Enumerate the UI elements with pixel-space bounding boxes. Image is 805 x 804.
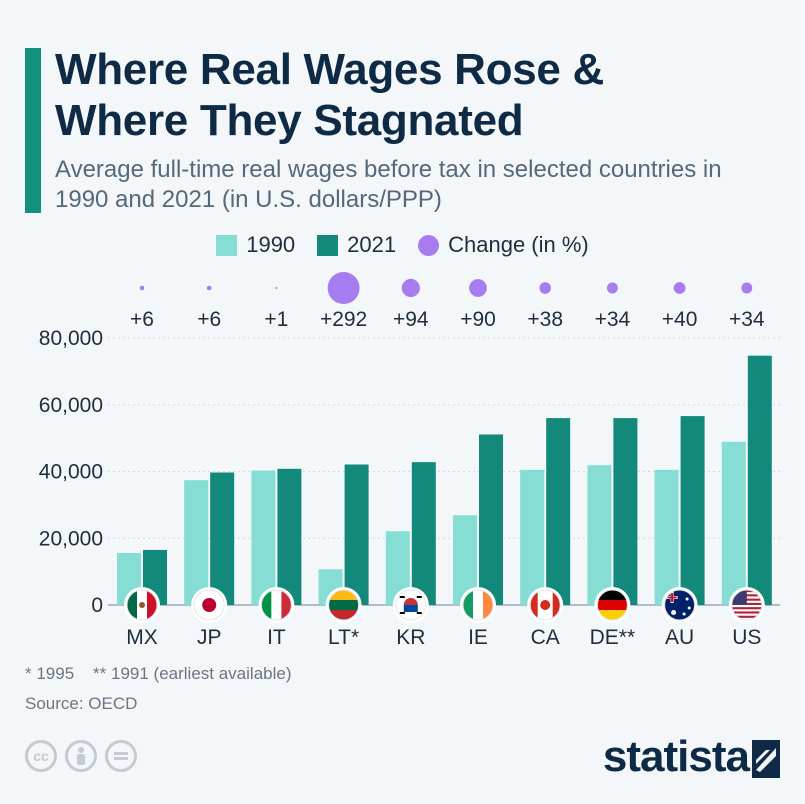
change-label: +34	[595, 308, 631, 331]
change-bubble	[401, 278, 420, 298]
change-bubble	[206, 285, 212, 291]
mexico-flag-icon	[124, 587, 160, 623]
x-tick-label: KR	[396, 626, 425, 649]
germany-flag-icon	[594, 587, 631, 623]
title-accent-bar	[25, 48, 41, 213]
legend-label-change: Change (in %)	[448, 232, 589, 257]
bar-1990	[251, 470, 276, 605]
attribution-icon[interactable]	[65, 740, 97, 772]
x-tick-label: DE**	[590, 626, 636, 649]
bar-1990	[587, 465, 612, 605]
bar-2021	[546, 418, 571, 605]
legend: 1990 2021 Change (in %)	[0, 232, 805, 258]
bar-1990	[184, 480, 209, 605]
bar-1990	[520, 469, 545, 605]
y-tick-label: 0	[91, 594, 103, 617]
x-tick-label: US	[732, 626, 761, 649]
x-tick-label: JP	[197, 626, 222, 649]
japan-flag-icon	[191, 587, 228, 623]
change-bubble	[539, 282, 551, 294]
change-label: +38	[527, 308, 563, 331]
bar-1990	[654, 469, 679, 605]
australia-flag-icon	[661, 587, 698, 623]
legend-item-1990: 1990	[216, 232, 295, 258]
bar-2021	[210, 472, 235, 605]
legend-swatch-1990	[216, 234, 238, 256]
south-korea-flag-icon	[392, 587, 429, 623]
italy-flag-icon	[258, 587, 295, 623]
x-tick-label: CA	[531, 626, 560, 649]
change-label: +40	[662, 308, 698, 331]
bar-2021	[680, 416, 705, 605]
change-bubble	[606, 282, 618, 294]
bar-2021	[411, 462, 436, 605]
bar-2021	[747, 355, 772, 605]
change-label: +292	[320, 308, 367, 331]
y-tick-label: 60,000	[39, 394, 103, 417]
lithuania-flag-icon	[325, 587, 362, 623]
usa-flag-icon	[728, 587, 765, 623]
bar-chart: 0 20,000 40,000 60,000 80,000 +6 MX +6 JP +1 IT +29…	[39, 272, 780, 649]
canada-flag-icon	[527, 587, 564, 623]
statista-logo-text[interactable]: statista	[602, 732, 750, 781]
legend-label-2021: 2021	[347, 232, 397, 257]
title-line-2: Where They Stagnated	[55, 96, 524, 145]
legend-item-change: Change (in %)	[418, 232, 589, 258]
bar-2021	[613, 418, 638, 605]
y-tick-label: 40,000	[39, 461, 103, 484]
x-tick-label: MX	[126, 626, 158, 649]
change-bubble	[327, 272, 360, 304]
legend-label-1990: 1990	[246, 232, 296, 257]
bar-2021	[277, 468, 302, 605]
no-derivatives-icon[interactable]	[105, 740, 137, 772]
y-tick-label: 80,000	[39, 327, 103, 350]
change-label: +1	[264, 308, 288, 331]
bar-1990	[721, 441, 746, 605]
change-label: +34	[729, 308, 765, 331]
change-bubble	[673, 282, 686, 294]
change-label: +94	[393, 308, 429, 331]
bar-2021	[344, 464, 369, 605]
change-label: +90	[460, 308, 496, 331]
change-label: +6	[197, 308, 221, 331]
legend-item-2021: 2021	[317, 232, 396, 258]
x-tick-label: LT*	[328, 626, 359, 649]
legend-swatch-2021	[317, 234, 339, 256]
change-bubble	[275, 287, 278, 289]
x-tick-label: AU	[665, 626, 694, 649]
change-label: +6	[130, 308, 154, 331]
title-line-1: Where Real Wages Rose &	[55, 45, 604, 94]
change-bubble	[469, 279, 487, 297]
footnote: * 1995 ** 1991 (earliest available)	[25, 664, 292, 683]
statista-logo-icon	[752, 740, 780, 778]
change-bubble	[741, 282, 753, 294]
source-note: Source: OECD	[25, 694, 138, 713]
chart-title: Where Real Wages Rose & Where They Stagn…	[55, 44, 604, 146]
x-tick-label: IT	[267, 626, 286, 649]
license-icons: cc	[25, 740, 137, 772]
change-bubble	[139, 285, 145, 291]
bar-2021	[479, 434, 503, 605]
chart-subtitle: Average full-time real wages before tax …	[55, 156, 722, 213]
x-tick-label: IE	[468, 626, 488, 649]
y-tick-label: 20,000	[39, 527, 103, 550]
cc-icon[interactable]: cc	[25, 740, 57, 772]
ireland-flag-icon	[460, 587, 496, 623]
legend-swatch-change	[418, 234, 440, 256]
